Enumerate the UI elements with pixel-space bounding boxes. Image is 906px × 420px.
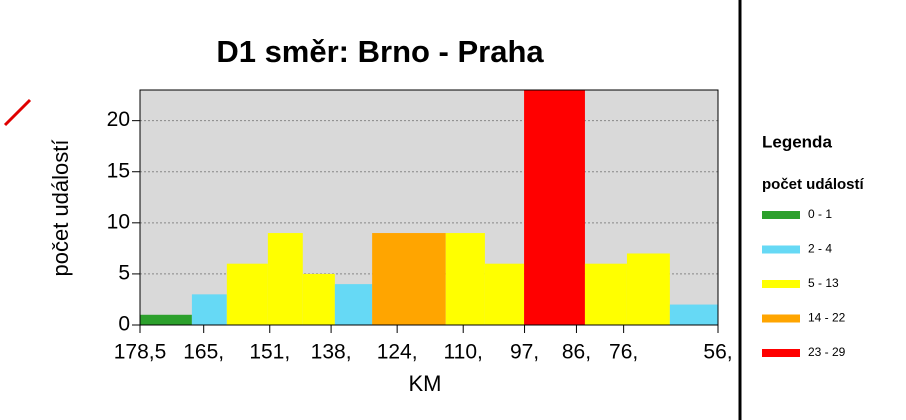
bar [334,284,373,325]
x-tick-label: 178,5 [114,341,167,364]
x-axis-label: KM [409,371,442,396]
bar [140,314,192,325]
bar [584,263,627,325]
legend-subtitle: počet událostí [762,176,865,193]
legend-swatch [762,245,800,254]
bar [226,263,268,325]
bar [484,263,525,325]
y-tick-label: 10 [107,210,130,233]
y-tick-label: 15 [107,159,130,182]
y-tick-label: 5 [118,261,130,284]
legend-label: 0 - 1 [808,207,832,221]
bar [626,253,670,325]
x-tick-label: 76, [609,341,638,364]
bar [524,90,585,325]
x-tick-label: 86, [562,341,591,364]
x-tick-label: 165, [183,341,224,364]
x-tick-label: 124, [377,341,418,364]
bar [302,273,335,325]
bar [372,233,446,325]
legend-swatch [762,280,800,288]
y-tick-label: 0 [118,313,130,336]
bar [191,294,227,325]
x-tick-label: 97, [510,341,539,364]
y-tick-label: 20 [107,108,130,131]
legend-label: 2 - 4 [808,242,832,256]
bar [267,233,303,325]
legend-swatch [762,349,800,357]
legend-title: Legenda [762,132,832,151]
y-axis-label: počet událostí [48,140,73,277]
chart-title: D1 směr: Brno - Praha [216,34,544,69]
legend-label: 23 - 29 [808,345,846,359]
legend-label: 14 - 22 [808,311,846,325]
x-tick-label: 138, [311,341,352,364]
legend-label: 5 - 13 [808,276,839,290]
x-tick-label: 110, [444,341,483,364]
legend-swatch [762,314,800,323]
x-tick-label: 56, [703,341,732,364]
bar [669,304,718,325]
bar [445,233,485,325]
plot-border [139,89,719,326]
annotation-stroke [3,98,32,127]
x-tick-label: 151, [249,341,290,364]
legend-swatch [762,211,800,219]
